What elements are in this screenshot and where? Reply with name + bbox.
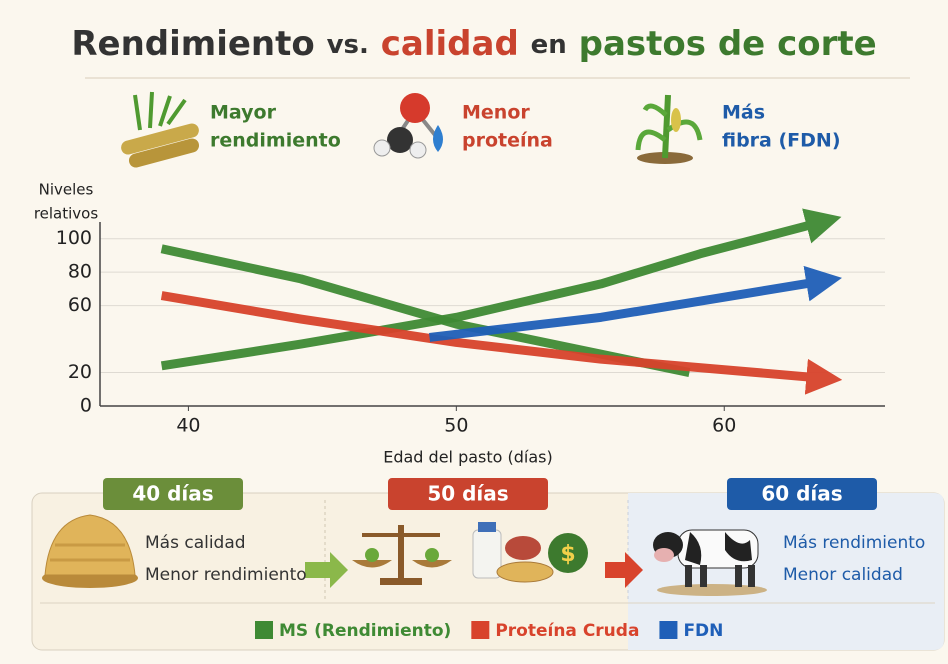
highlight-label: Mayor xyxy=(210,102,277,124)
highlight-label: proteína xyxy=(462,130,553,152)
x-axis-label: Edad del pasto (días) xyxy=(383,448,553,467)
dollar-sign: $ xyxy=(560,542,575,567)
y-axis-label: Niveles xyxy=(39,181,94,199)
y-tick-label: 60 xyxy=(68,294,92,316)
title-part: Rendimiento xyxy=(71,24,314,64)
x-tick-label: 50 xyxy=(444,415,468,437)
infographic: $ Rendimiento vs. calidad en pastos de c… xyxy=(0,0,948,664)
legend-swatch xyxy=(659,621,677,639)
x-tick-label: 60 xyxy=(712,415,736,437)
highlight-label: rendimiento xyxy=(210,130,341,152)
stage-note: Más rendimiento xyxy=(783,533,925,553)
stage-note: Menor calidad xyxy=(783,565,903,585)
title-part: vs. xyxy=(327,30,369,60)
highlight-label: Menor xyxy=(462,102,530,124)
legend-label: MS (Rendimiento) xyxy=(279,621,451,641)
y-tick-label: 80 xyxy=(68,261,92,283)
title-part: calidad xyxy=(381,24,519,64)
stage-label: 40 días xyxy=(132,482,213,506)
legend-label: FDN xyxy=(683,621,723,641)
y-tick-label: 100 xyxy=(56,227,92,249)
title-part: en xyxy=(531,30,567,60)
highlight-label: fibra (FDN) xyxy=(722,130,841,152)
highlight-label: Más xyxy=(722,102,765,124)
title-part: pastos de corte xyxy=(579,24,877,64)
y-tick-label: 20 xyxy=(68,361,92,383)
x-tick-label: 40 xyxy=(176,415,200,437)
legend-swatch xyxy=(255,621,273,639)
stage-label: 50 días xyxy=(427,482,508,506)
y-tick-label: 0 xyxy=(80,395,92,417)
legend-label: Proteína Cruda xyxy=(495,621,639,641)
y-axis-label: relativos xyxy=(34,205,99,223)
legend-swatch xyxy=(471,621,489,639)
stage-note: Más calidad xyxy=(145,533,246,553)
stage-label: 60 días xyxy=(761,482,842,506)
title: Rendimiento vs. calidad en pastos de cor… xyxy=(71,24,876,64)
stage-note: Menor rendimiento xyxy=(145,565,307,585)
